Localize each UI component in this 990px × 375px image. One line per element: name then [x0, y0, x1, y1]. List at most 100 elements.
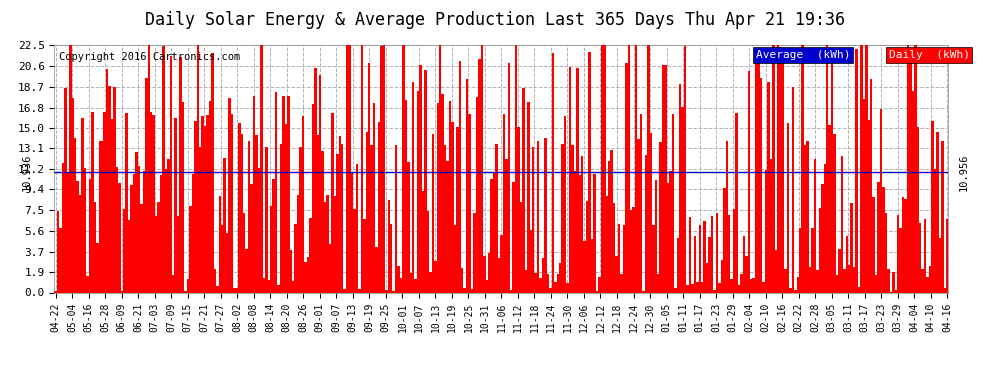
Bar [924, 219, 927, 292]
Bar [885, 213, 887, 292]
Bar [312, 104, 314, 292]
Bar [334, 196, 337, 292]
Bar [804, 146, 807, 292]
Bar [518, 127, 520, 292]
Bar [625, 63, 628, 292]
Bar [277, 285, 280, 292]
Bar [841, 156, 843, 292]
Bar [337, 154, 339, 292]
Bar [546, 273, 549, 292]
Bar [721, 260, 723, 292]
Bar [71, 98, 74, 292]
Bar [103, 112, 106, 292]
Bar [540, 278, 542, 292]
Bar [199, 147, 201, 292]
Bar [329, 244, 332, 292]
Bar [676, 238, 679, 292]
Bar [458, 61, 461, 292]
Bar [850, 203, 853, 292]
Bar [807, 141, 809, 292]
Bar [309, 218, 312, 292]
Bar [530, 230, 532, 292]
Bar [927, 277, 929, 292]
Bar [814, 159, 816, 292]
Bar [439, 45, 442, 292]
Bar [718, 282, 721, 292]
Bar [603, 45, 606, 292]
Bar [172, 275, 174, 292]
Bar [500, 235, 503, 292]
Bar [598, 278, 601, 292]
Bar [322, 151, 324, 292]
Bar [79, 195, 81, 292]
Bar [647, 45, 649, 292]
Bar [542, 258, 545, 292]
Bar [638, 139, 640, 292]
Bar [252, 96, 255, 292]
Bar [463, 288, 466, 292]
Bar [194, 121, 196, 292]
Bar [304, 262, 307, 292]
Bar [355, 164, 358, 292]
Bar [671, 114, 674, 292]
Bar [353, 209, 355, 292]
Bar [292, 281, 294, 292]
Bar [182, 102, 184, 292]
Bar [649, 134, 652, 292]
Bar [789, 288, 792, 292]
Bar [767, 82, 769, 292]
Bar [769, 159, 772, 292]
Bar [123, 209, 126, 292]
Bar [422, 191, 425, 292]
Bar [299, 147, 302, 292]
Bar [307, 257, 309, 292]
Bar [294, 224, 297, 292]
Bar [59, 228, 61, 292]
Bar [86, 276, 89, 292]
Bar [736, 113, 738, 292]
Bar [189, 206, 192, 292]
Text: 10.936: 10.936 [22, 153, 32, 191]
Bar [664, 65, 666, 292]
Bar [728, 215, 731, 292]
Bar [106, 69, 108, 292]
Bar [848, 265, 850, 292]
Bar [860, 45, 862, 292]
Bar [478, 59, 480, 292]
Bar [750, 279, 752, 292]
Bar [904, 200, 907, 292]
Bar [378, 122, 380, 292]
Bar [679, 84, 681, 292]
Bar [76, 181, 79, 292]
Bar [870, 79, 872, 292]
Bar [809, 267, 811, 292]
Bar [226, 233, 229, 292]
Bar [466, 79, 468, 292]
Bar [596, 291, 598, 292]
Text: 10.956: 10.956 [959, 153, 969, 191]
Bar [606, 196, 608, 292]
Bar [696, 282, 699, 292]
Bar [461, 268, 463, 292]
Bar [897, 214, 900, 292]
Bar [302, 116, 304, 292]
Bar [282, 96, 285, 292]
Bar [643, 291, 644, 292]
Bar [532, 147, 535, 292]
Bar [882, 188, 885, 292]
Bar [341, 144, 344, 292]
Bar [593, 174, 596, 292]
Bar [644, 154, 647, 292]
Bar [111, 119, 113, 292]
Bar [515, 45, 518, 292]
Bar [618, 224, 620, 292]
Bar [56, 211, 59, 292]
Bar [757, 48, 760, 292]
Bar [576, 68, 578, 292]
Bar [224, 158, 226, 292]
Bar [402, 45, 405, 292]
Bar [513, 182, 515, 292]
Bar [797, 277, 799, 292]
Bar [380, 46, 383, 292]
Bar [184, 291, 187, 292]
